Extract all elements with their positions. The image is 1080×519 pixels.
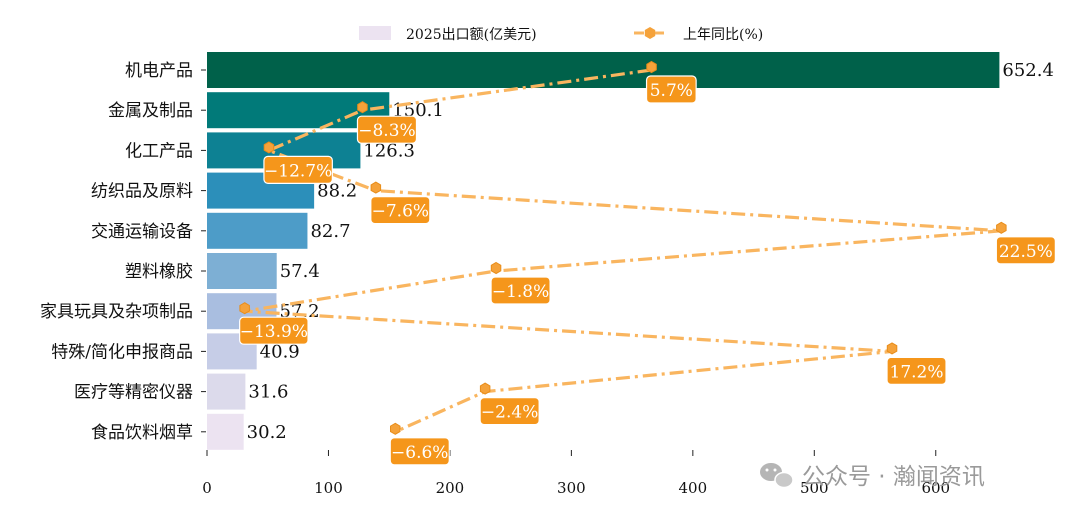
- category-label: 纺织品及原料: [91, 182, 193, 202]
- yoy-marker: [390, 422, 401, 435]
- yoy-marker: [886, 342, 898, 355]
- yoy-value-label: −6.6%: [391, 443, 448, 463]
- category-label: 医疗等精密仪器: [74, 383, 193, 403]
- bar-value-label: 126.3: [363, 140, 415, 161]
- x-tick-label: 300: [557, 479, 586, 497]
- yoy-value-label: −12.7%: [264, 161, 332, 181]
- bar-value-label: 31.6: [248, 382, 288, 403]
- yoy-label-box: [239, 316, 309, 345]
- yoy-label-box: [389, 437, 450, 466]
- yoy-label-box: [370, 196, 431, 225]
- x-tick-label: 600: [921, 479, 950, 497]
- category-label: 塑料橡胶: [125, 262, 193, 282]
- bar-value-label: 57.4: [280, 261, 320, 282]
- bar: [207, 52, 1000, 88]
- yoy-value-label: −8.3%: [358, 121, 415, 141]
- bars-layer: 652.4150.1126.388.282.757.457.240.931.63…: [207, 52, 1054, 450]
- yoy-marker: [239, 302, 250, 315]
- yoy-marker: [370, 181, 382, 194]
- category-label: 交通运输设备: [91, 222, 193, 242]
- legend-swatch-exports: [359, 26, 391, 40]
- bar: [207, 212, 308, 249]
- x-tick-label: 200: [436, 479, 465, 497]
- yoy-marker: [479, 382, 491, 395]
- bar: [207, 253, 277, 289]
- x-tick-label: 100: [314, 479, 343, 497]
- category-label: 化工产品: [125, 141, 193, 161]
- yoy-value-label: 22.5%: [999, 242, 1053, 262]
- watermark: 公众号 · 瀚闻资讯: [760, 463, 985, 490]
- category-labels: 机电产品金属及制品化工产品纺织品及原料交通运输设备塑料橡胶家具玩具及杂项制品特殊…: [40, 61, 206, 443]
- yoy-value-label: −7.6%: [372, 202, 429, 222]
- yoy-marker: [646, 60, 657, 74]
- yoy-marker: [490, 261, 502, 275]
- bar-value-label: 652.4: [1002, 60, 1054, 81]
- x-tick-label: 500: [800, 479, 829, 497]
- legend-label-yoy: 上年同比(%): [683, 27, 763, 43]
- yoy-label-box: [479, 397, 540, 426]
- yoy-marker: [357, 101, 368, 114]
- x-tick-label: 0: [202, 479, 212, 497]
- bar: [207, 373, 246, 410]
- legend-label-exports: 2025出口额(亿美元): [406, 27, 537, 43]
- x-axis: 0 100 200 300 400 500 600: [202, 450, 950, 497]
- yoy-line: [243, 68, 1003, 434]
- category-label: 机电产品: [125, 61, 193, 81]
- bar-value-label: 82.7: [310, 221, 350, 242]
- yoy-value-label: 5.7%: [650, 81, 693, 101]
- category-label: 金属及制品: [108, 101, 193, 121]
- yoy-value-label: 17.2%: [890, 362, 944, 382]
- yoy-value-label: −1.8%: [492, 282, 549, 302]
- legend-marker-yoy: [644, 27, 656, 39]
- yoy-label-box: [263, 155, 333, 184]
- yoy-label-box: [356, 115, 418, 144]
- watermark-text: 公众号 · 瀚闻资讯: [802, 464, 985, 490]
- yoy-label-box: [645, 75, 697, 104]
- x-tick-label: 400: [679, 479, 708, 497]
- wechat-icon: [760, 463, 794, 489]
- category-label: 特殊/简化申报商品: [51, 342, 193, 362]
- legend: 2025出口额(亿美元) 上年同比(%): [359, 26, 763, 43]
- yoy-marker: [996, 221, 1007, 234]
- yoy-label-box: [995, 236, 1056, 265]
- bar-value-label: 30.2: [247, 422, 287, 443]
- bar-value-label: 88.2: [317, 181, 357, 202]
- bar-value-label: 40.9: [260, 341, 300, 362]
- bar: [207, 413, 244, 450]
- yoy-value-label: −13.9%: [240, 322, 308, 342]
- yoy-line-layer: 5.7% −8.3% −12.7% −7.6% 22.5% −1.8% −13.9% 17.2…: [239, 60, 1056, 466]
- category-label: 家具玩具及杂项制品: [40, 302, 193, 322]
- yoy-marker: [263, 141, 275, 154]
- category-label: 食品饮料烟草: [91, 423, 193, 443]
- yoy-label-box: [490, 276, 551, 305]
- yoy-value-label: −2.4%: [481, 403, 538, 423]
- yoy-label-box: [886, 356, 947, 385]
